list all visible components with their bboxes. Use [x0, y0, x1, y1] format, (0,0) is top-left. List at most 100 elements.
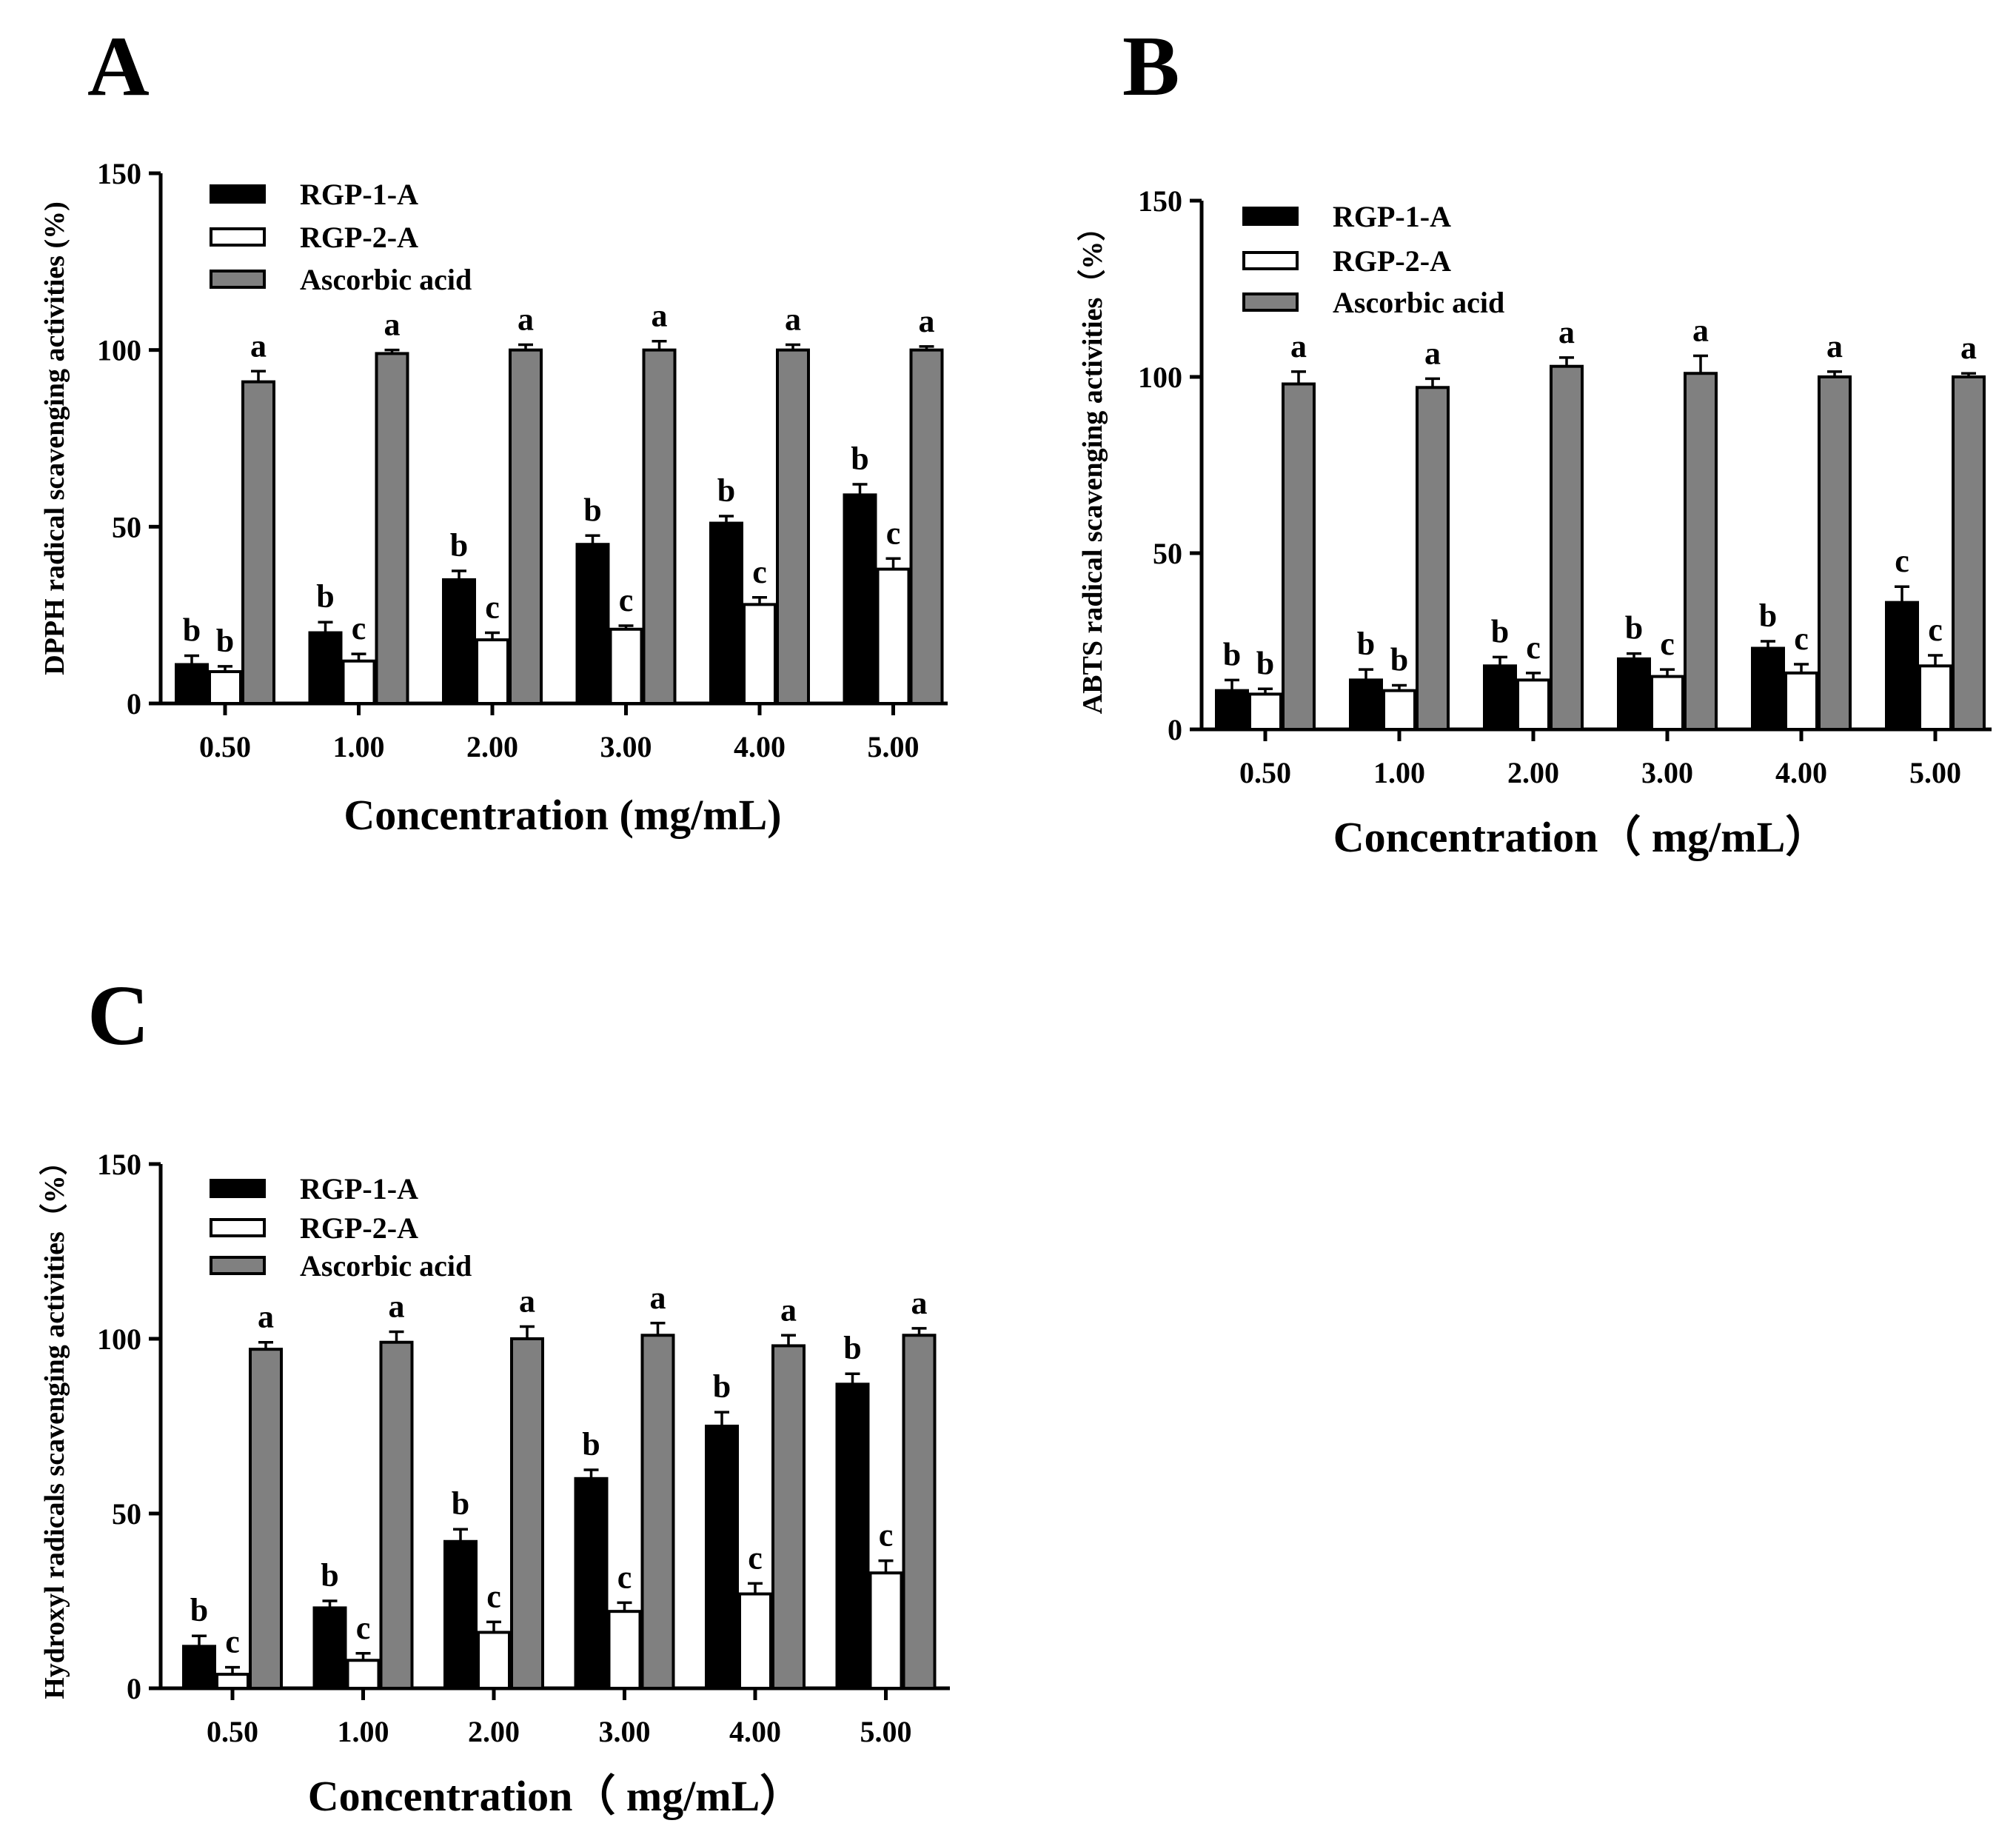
bar: [475, 638, 509, 706]
significance-letter: a: [384, 307, 401, 343]
significance-letter: a: [652, 298, 668, 334]
significance-letter: c: [748, 1539, 763, 1576]
significance-letter: b: [582, 1426, 600, 1462]
x-tick-label: 2.00: [468, 1715, 520, 1748]
significance-letter: b: [843, 1330, 861, 1366]
significance-letter: b: [1357, 626, 1375, 662]
significance-letter: c: [886, 515, 901, 551]
bar: [1349, 678, 1383, 731]
bar: [868, 1571, 903, 1690]
significance-letter: b: [583, 492, 601, 528]
significance-letter: b: [183, 612, 201, 649]
x-tick-label: 1.00: [1373, 756, 1425, 789]
y-axis-title: Hydroxyl radicals scavenging activities（…: [39, 1147, 70, 1699]
y-tick-label: 150: [97, 157, 141, 190]
bar: [1416, 386, 1450, 732]
significance-letter: b: [1256, 645, 1274, 681]
bar: [902, 1334, 937, 1691]
significance-letter: a: [250, 327, 267, 364]
legend-label: RGP-2-A: [300, 1211, 418, 1245]
bar: [208, 670, 242, 705]
x-tick-label: 1.00: [333, 730, 385, 763]
bar: [843, 493, 877, 706]
bar: [241, 380, 275, 705]
legend-label: RGP-1-A: [300, 178, 418, 211]
x-tick-label: 0.50: [1239, 756, 1291, 789]
y-axis-title: DPPH radical scavenging activities (%): [39, 201, 70, 675]
legend-label: RGP-1-A: [300, 1172, 418, 1205]
bar: [1952, 375, 1986, 731]
y-tick-label: 50: [112, 510, 141, 544]
bar: [1617, 657, 1651, 731]
significance-letter: c: [352, 610, 366, 646]
significance-letter: a: [785, 301, 801, 338]
legend-swatch: [210, 1218, 266, 1237]
legend-label: Ascorbic acid: [300, 1249, 472, 1282]
legend-swatch: [1242, 207, 1299, 226]
x-axis-title: Concentration (mg/mL): [344, 791, 781, 839]
legend-swatch: [210, 1256, 266, 1275]
bar: [182, 1645, 216, 1691]
significance-letter: b: [1390, 642, 1408, 678]
panel-letter: C: [87, 969, 150, 1063]
bar: [1684, 372, 1718, 731]
bar: [575, 543, 610, 706]
y-tick-label: 100: [97, 1322, 141, 1356]
bar: [379, 1340, 414, 1690]
bar: [705, 1425, 739, 1690]
x-tick-label: 2.00: [1507, 756, 1559, 789]
significance-letter: b: [717, 472, 735, 509]
bar: [1483, 664, 1517, 732]
y-tick-label: 150: [1138, 184, 1182, 218]
panel-c: C050100150bca0.50bca1.00bca2.00bca3.00bc…: [39, 969, 950, 1820]
significance-letter: b: [450, 527, 468, 564]
bar: [1885, 601, 1919, 732]
panel-letter: B: [1122, 19, 1179, 114]
legend-label: RGP-1-A: [1333, 200, 1451, 233]
bar: [341, 659, 376, 705]
significance-letter: c: [1794, 621, 1809, 657]
significance-letter: c: [752, 554, 767, 590]
legend-swatch: [210, 184, 266, 204]
bar: [835, 1382, 870, 1690]
significance-letter: b: [452, 1485, 469, 1522]
bar: [1248, 692, 1282, 732]
significance-letter: a: [780, 1291, 797, 1328]
significance-letter: a: [1692, 312, 1709, 348]
x-tick-label: 5.00: [860, 1715, 912, 1748]
y-tick-label: 50: [112, 1497, 141, 1531]
bar: [346, 1659, 381, 1690]
significance-letter: c: [1895, 543, 1909, 579]
bar: [607, 1610, 642, 1690]
bar: [249, 1348, 283, 1691]
significance-letter: c: [879, 1517, 894, 1554]
bar: [175, 663, 209, 706]
legend-label: RGP-2-A: [300, 221, 418, 254]
bar: [1751, 646, 1785, 732]
legend-label: RGP-2-A: [1333, 244, 1451, 278]
x-axis-title: Concentration（ mg/mL）: [1333, 813, 1829, 861]
legend-label: Ascorbic acid: [1333, 286, 1504, 319]
bar: [375, 352, 409, 705]
bar: [1784, 671, 1818, 732]
x-tick-label: 1.00: [338, 1715, 389, 1748]
bar: [1818, 375, 1852, 731]
x-tick-label: 3.00: [1641, 756, 1693, 789]
y-tick-label: 100: [1138, 361, 1182, 394]
bar: [442, 578, 476, 706]
significance-letter: b: [713, 1368, 731, 1405]
x-tick-label: 2.00: [466, 730, 518, 763]
bar: [771, 1344, 806, 1690]
legend-swatch: [210, 270, 266, 289]
bar: [510, 1337, 544, 1690]
legend-swatch: [1242, 292, 1299, 312]
significance-letter: a: [650, 1280, 666, 1316]
bar: [1215, 689, 1249, 732]
significance-letter: a: [1558, 314, 1575, 350]
bar: [477, 1631, 511, 1690]
significance-letter: a: [1960, 330, 1977, 366]
bar: [509, 348, 543, 705]
bar: [1650, 675, 1684, 731]
